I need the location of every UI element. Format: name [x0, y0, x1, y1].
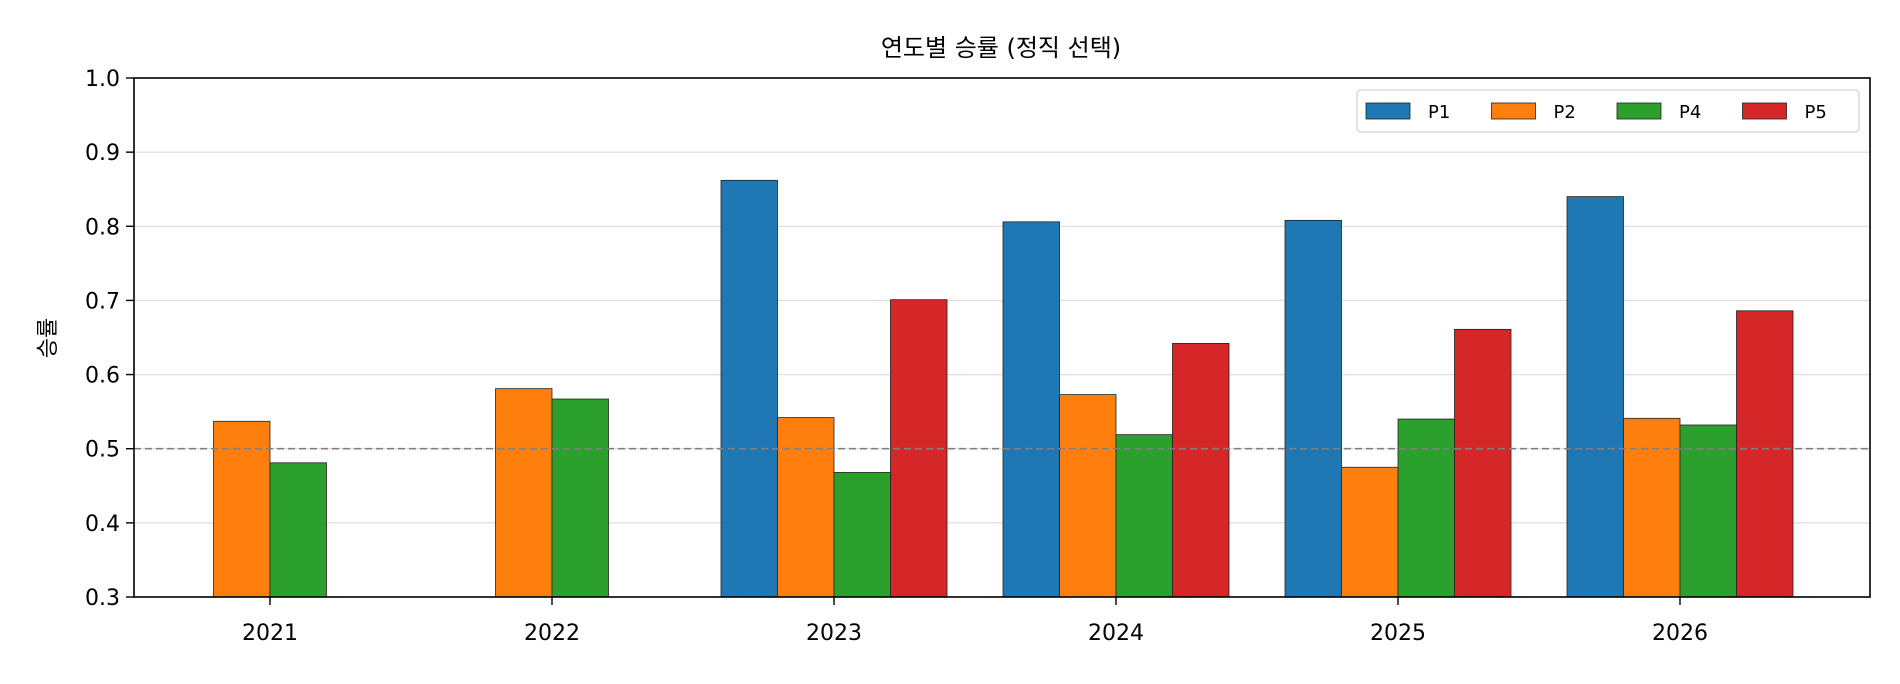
bar-p5-2026 [1736, 310, 1794, 598]
y-tick-label: 1.0 [85, 67, 120, 92]
y-tick-label: 0.7 [85, 289, 120, 314]
legend-box [1356, 89, 1860, 133]
y-tick-label: 0.5 [85, 438, 120, 463]
y-ticks: 0.3 0.4 0.5 0.6 0.7 0.8 0.9 1.0 [85, 67, 134, 611]
bar-p2-2024 [1059, 394, 1117, 598]
bar-p4-2024 [1115, 434, 1173, 598]
y-tick-label: 0.4 [85, 512, 120, 537]
bar-p1-2026 [1566, 196, 1624, 598]
x-tick-label: 2024 [1088, 621, 1144, 646]
bar-p5-2024 [1172, 343, 1230, 598]
legend-label-p4: P4 [1679, 102, 1701, 123]
bar-p4-2025 [1397, 418, 1455, 598]
x-tick-label: 2022 [524, 621, 580, 646]
bar-p5-2025 [1454, 328, 1512, 598]
plot-frame [133, 77, 1871, 598]
bar-p1-2023 [720, 179, 778, 598]
y-tick-label: 0.9 [85, 141, 120, 166]
legend-label-p1: P1 [1428, 102, 1450, 123]
chart-title: 연도별 승률 (정직 선택) [881, 34, 1121, 62]
legend-swatch-p4 [1616, 102, 1662, 120]
bar-p4-2021 [269, 462, 327, 598]
y-axis-label: 승률 [36, 318, 61, 358]
legend[interactable]: P1 P2 P4 P5 [1356, 89, 1860, 133]
legend-swatch-p2 [1491, 102, 1536, 120]
legend-swatch-p5 [1742, 102, 1787, 120]
x-tick-label: 2025 [1370, 621, 1426, 646]
x-ticks: 2021 2022 2023 2024 2025 2026 [242, 597, 1708, 646]
legend-label-p5: P5 [1805, 102, 1827, 123]
bar-p1-2024 [1002, 221, 1060, 598]
bar-p2-2022 [495, 388, 553, 598]
legend-swatch-p1 [1365, 102, 1411, 120]
bars-layer [213, 179, 1794, 598]
y-tick-label: 0.3 [85, 586, 120, 611]
legend-label-p2: P2 [1554, 102, 1576, 123]
y-tick-label: 0.6 [85, 364, 120, 389]
x-tick-label: 2026 [1652, 621, 1708, 646]
y-tick-label: 0.8 [85, 215, 120, 240]
x-tick-label: 2023 [806, 621, 862, 646]
bar-p2-2025 [1341, 466, 1399, 598]
bar-p1-2025 [1284, 219, 1342, 598]
bar-p2-2023 [777, 417, 835, 598]
x-tick-label: 2021 [242, 621, 298, 646]
bar-p2-2021 [213, 420, 271, 598]
bar-p2-2026 [1623, 417, 1681, 598]
bar-p4-2023 [833, 472, 891, 598]
bar-p4-2026 [1679, 424, 1737, 598]
bar-p4-2022 [551, 398, 609, 598]
